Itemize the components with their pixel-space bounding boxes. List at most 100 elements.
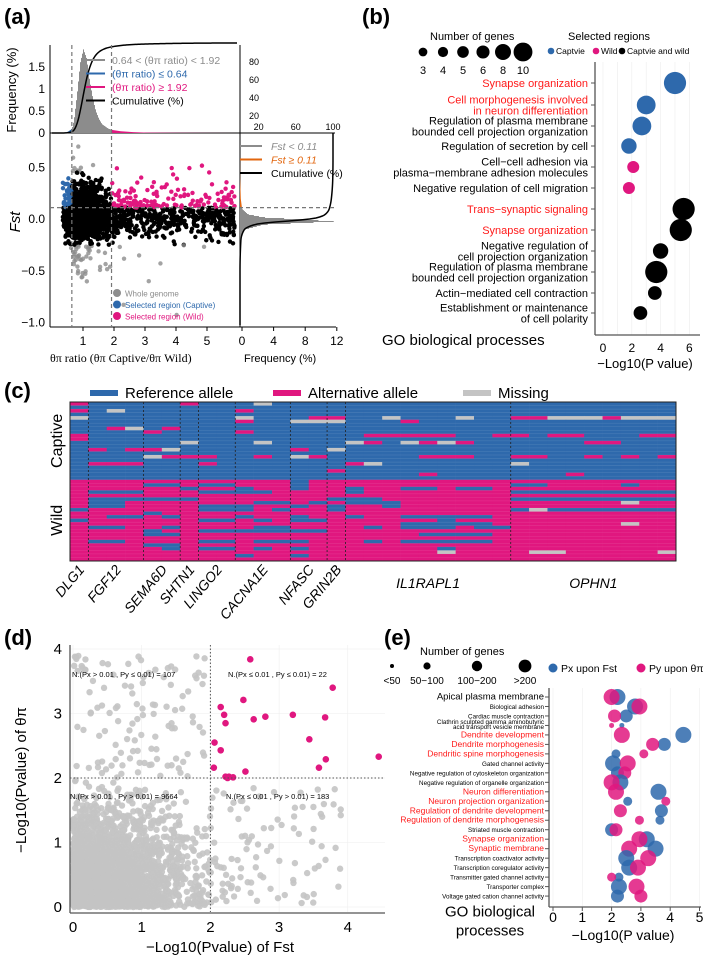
c-cell-alternative	[437, 433, 456, 438]
c-cell-reference	[235, 508, 254, 512]
c-cell-reference	[529, 437, 548, 442]
c-cell-reference	[382, 419, 401, 424]
c-cell-reference	[437, 423, 456, 428]
c-cell-alternative	[235, 522, 254, 526]
b-size-legend-dot	[476, 45, 490, 59]
c-cell-reference	[125, 515, 144, 519]
a-right-hist-bar	[240, 193, 241, 194]
a-top-legend-label: (θπ ratio) ≤ 0.64	[112, 69, 188, 81]
c-cell-alternative	[253, 479, 273, 484]
c-cell-alternative	[510, 553, 530, 558]
c-cell-reference	[272, 440, 291, 445]
c-cell-alternative	[272, 504, 291, 509]
c-cell-reference	[474, 447, 493, 452]
c-cell-alternative	[125, 462, 144, 466]
c-cell-alternative	[400, 504, 420, 509]
c-cell-reference	[455, 447, 475, 452]
c-cell-alternative	[547, 511, 567, 516]
c-cell-missing	[308, 419, 328, 424]
c-cell-reference	[143, 402, 163, 406]
c-cell-alternative	[584, 493, 603, 498]
c-cell-reference	[216, 462, 236, 466]
a-point-wild	[133, 194, 138, 199]
a-top-hist-bar	[76, 100, 77, 133]
c-cell-reference	[620, 405, 640, 410]
c-cell-reference	[345, 426, 365, 431]
b-term-label: Negative regulation of cell migration	[413, 183, 588, 195]
c-cell-reference	[382, 440, 401, 445]
c-cell-reference	[308, 440, 328, 445]
c-cell-alternative	[400, 483, 420, 488]
c-cell-reference	[198, 469, 218, 473]
c-cell-alternative	[565, 550, 585, 555]
c-cell-alternative	[510, 433, 530, 438]
c-cell-alternative	[161, 486, 181, 491]
a-point-wild	[179, 203, 184, 208]
c-cell-reference	[547, 508, 567, 512]
c-cell-reference	[529, 426, 548, 431]
c-cell-reference	[382, 444, 401, 449]
c-cell-alternative	[620, 529, 640, 534]
a-point-whole-genome	[155, 220, 161, 226]
b-x-tick-label: 2	[628, 341, 635, 355]
c-cell-reference	[125, 490, 144, 495]
c-cell-reference	[88, 469, 108, 473]
c-cell-alternative	[70, 497, 89, 502]
c-cell-reference	[492, 419, 512, 424]
c-cell-alternative	[70, 511, 89, 516]
c-cell-reference	[529, 469, 548, 473]
c-cell-alternative	[327, 539, 346, 544]
c-cell-alternative	[125, 546, 144, 551]
c-cell-alternative	[492, 543, 512, 548]
c-cell-alternative	[602, 539, 622, 544]
c-cell-alternative	[492, 518, 512, 523]
c-cell-reference	[235, 402, 254, 406]
c-cell-reference	[88, 419, 108, 424]
c-cell-reference	[418, 525, 438, 530]
c-cell-reference	[584, 508, 603, 512]
c-cell-alternative	[198, 511, 218, 516]
c-cell-reference	[602, 409, 622, 413]
c-cell-alternative	[455, 493, 475, 498]
c-cell-alternative	[639, 483, 658, 488]
c-cell-reference	[88, 476, 108, 481]
c-cell-reference	[180, 444, 199, 449]
c-cell-alternative	[216, 486, 236, 491]
c-cell-reference	[474, 430, 493, 435]
a-point-whole-genome	[121, 211, 126, 216]
c-cell-reference	[106, 455, 126, 459]
c-cell-alternative	[180, 529, 199, 534]
c-cell-missing	[290, 455, 310, 459]
c-cell-reference	[235, 490, 254, 495]
c-cell-alternative	[565, 486, 585, 491]
c-cell-reference	[382, 437, 401, 442]
a-point-whole-genome	[163, 226, 169, 231]
c-cell-alternative	[382, 553, 401, 558]
c-cell-alternative	[143, 522, 163, 526]
a-right-hist-bar	[240, 210, 244, 211]
c-cell-alternative	[161, 553, 181, 558]
a-top-hist-bar	[106, 127, 107, 133]
c-cell-missing	[125, 426, 144, 431]
c-cell-alternative	[70, 515, 89, 519]
c-cell-alternative	[657, 486, 677, 491]
c-cell-alternative	[620, 543, 640, 548]
c-cell-alternative	[584, 543, 603, 548]
a-top-hist-bar	[133, 132, 134, 133]
c-cell-alternative	[327, 416, 346, 420]
c-cell-reference	[400, 447, 420, 452]
c-cell-reference	[529, 476, 548, 481]
c-cell-alternative	[70, 525, 89, 530]
c-cell-reference	[492, 465, 512, 470]
c-cell-reference	[290, 465, 310, 470]
c-cell-reference	[418, 539, 438, 544]
a-point-whole-genome	[75, 264, 80, 269]
c-cell-alternative	[70, 493, 89, 498]
a-point-captive	[62, 193, 67, 198]
c-legend-swatch	[273, 390, 301, 396]
c-cell-alternative	[510, 550, 530, 555]
c-cell-alternative	[657, 515, 677, 519]
c-cell-missing	[253, 402, 273, 406]
c-cell-reference	[161, 440, 181, 445]
c-cell-reference	[198, 437, 218, 442]
